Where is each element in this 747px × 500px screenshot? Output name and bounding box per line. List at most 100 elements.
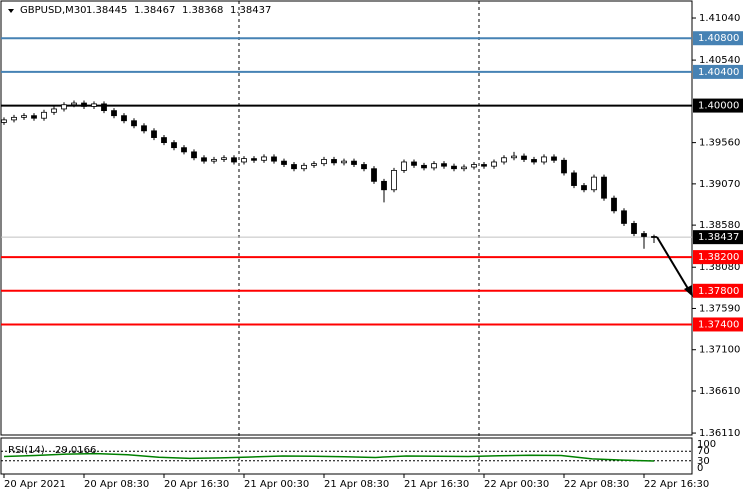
candle-body [531,159,537,163]
x-tick-label: 20 Apr 16:30 [164,479,229,490]
candle-body [471,164,477,168]
y-tick-label: 1.39560 [699,138,740,149]
x-tick-label: 21 Apr 08:30 [324,479,389,490]
candle-body [511,155,517,159]
candle-body [361,164,367,170]
candle-body [521,155,527,160]
candle-body [121,115,127,122]
candle-body [241,158,247,163]
candle-body [381,180,387,191]
candle-body [551,156,557,161]
candle-body [561,159,567,174]
candle-body [571,172,577,186]
candle-body [101,103,107,112]
rsi-tick-label: 100 [697,439,716,450]
y-tick-label: 1.37590 [699,303,740,314]
open: 1.38445 [86,5,127,16]
level-label: 1.40400 [698,67,739,78]
candle-body [181,147,187,153]
candle-body [481,164,487,167]
candle-body [331,159,337,164]
candle-body [401,161,407,171]
close: 1.38437 [230,5,271,16]
candle-body [11,116,17,121]
candle-body [651,236,657,238]
level-label: 1.37800 [698,286,739,297]
candle-body [351,160,357,165]
level-label: 1.38200 [698,252,739,263]
arrow-head [684,285,693,297]
x-tick-label: 20 Apr 2021 [4,479,66,490]
y-tick-label: 1.36110 [699,428,740,439]
candle-body [91,103,97,107]
candle-body [191,151,197,159]
candle-body [431,163,437,169]
candle-body [1,119,7,123]
candle-body [541,156,547,163]
candle-body [321,159,327,165]
arrow [656,236,691,293]
y-tick-label: 1.37100 [699,345,740,356]
rsi-frame [0,437,693,475]
candle-body [461,166,467,170]
y-tick-label: 1.38080 [699,262,740,273]
candle-body [391,169,397,191]
symbol: GBPUSD,M30 [20,5,87,16]
level-tag [693,64,743,79]
menu-arrow[interactable] [8,9,14,13]
x-tick-label: 22 Apr 16:30 [644,479,709,490]
candle-body [501,157,507,163]
y-tick-label: 1.38580 [699,220,740,231]
candle-body [51,108,57,113]
candle-body [161,137,167,144]
candle-body [131,120,137,127]
candle-body [71,102,77,106]
rsi-tick-label: 0 [697,463,703,474]
candle-body [261,156,267,161]
level-tag [693,98,743,113]
level-label: 1.40800 [698,33,739,44]
rsi-tick-label: 30 [697,456,710,467]
candle-body [411,161,417,166]
candle-body [441,163,447,167]
candle-body [611,197,617,212]
x-tick-label: 22 Apr 00:30 [484,479,549,490]
low: 1.38368 [182,5,223,16]
main-frame [0,0,693,436]
candle-body [371,168,377,182]
candle-body [271,156,277,162]
candle-body [221,157,227,160]
x-tick-label: 22 Apr 08:30 [564,479,629,490]
y-tick-label: 1.41040 [699,13,740,24]
rsi-tick-label: 70 [697,446,710,457]
candle-body [141,125,147,132]
candle-body [591,176,597,191]
x-tick-label: 21 Apr 00:30 [244,479,309,490]
candle-body [171,142,177,149]
level-label: 1.37400 [698,319,739,330]
candle-body [151,130,157,138]
level-label: 1.40000 [698,101,739,112]
y-tick-label: 1.40540 [699,55,740,66]
rsi-line [3,452,655,462]
candle-body [81,102,87,107]
candle-body [451,165,457,170]
y-tick-label: 1.39070 [699,179,740,190]
candle-body [41,111,47,119]
candle-body [301,164,307,170]
x-tick-label: 20 Apr 08:30 [84,479,149,490]
candle-body [111,110,117,117]
candle-body [601,176,607,199]
candle-body [341,160,347,164]
x-tick-label: 21 Apr 16:30 [404,479,469,490]
candle-body [211,159,217,162]
y-tick-label: 1.36610 [699,386,740,397]
rsi-name: RSI(14) [8,445,45,456]
candle-body [581,185,587,191]
candle-body [631,223,637,234]
candle-body [201,157,207,162]
level-tag [693,31,743,46]
candle-body [31,115,37,119]
